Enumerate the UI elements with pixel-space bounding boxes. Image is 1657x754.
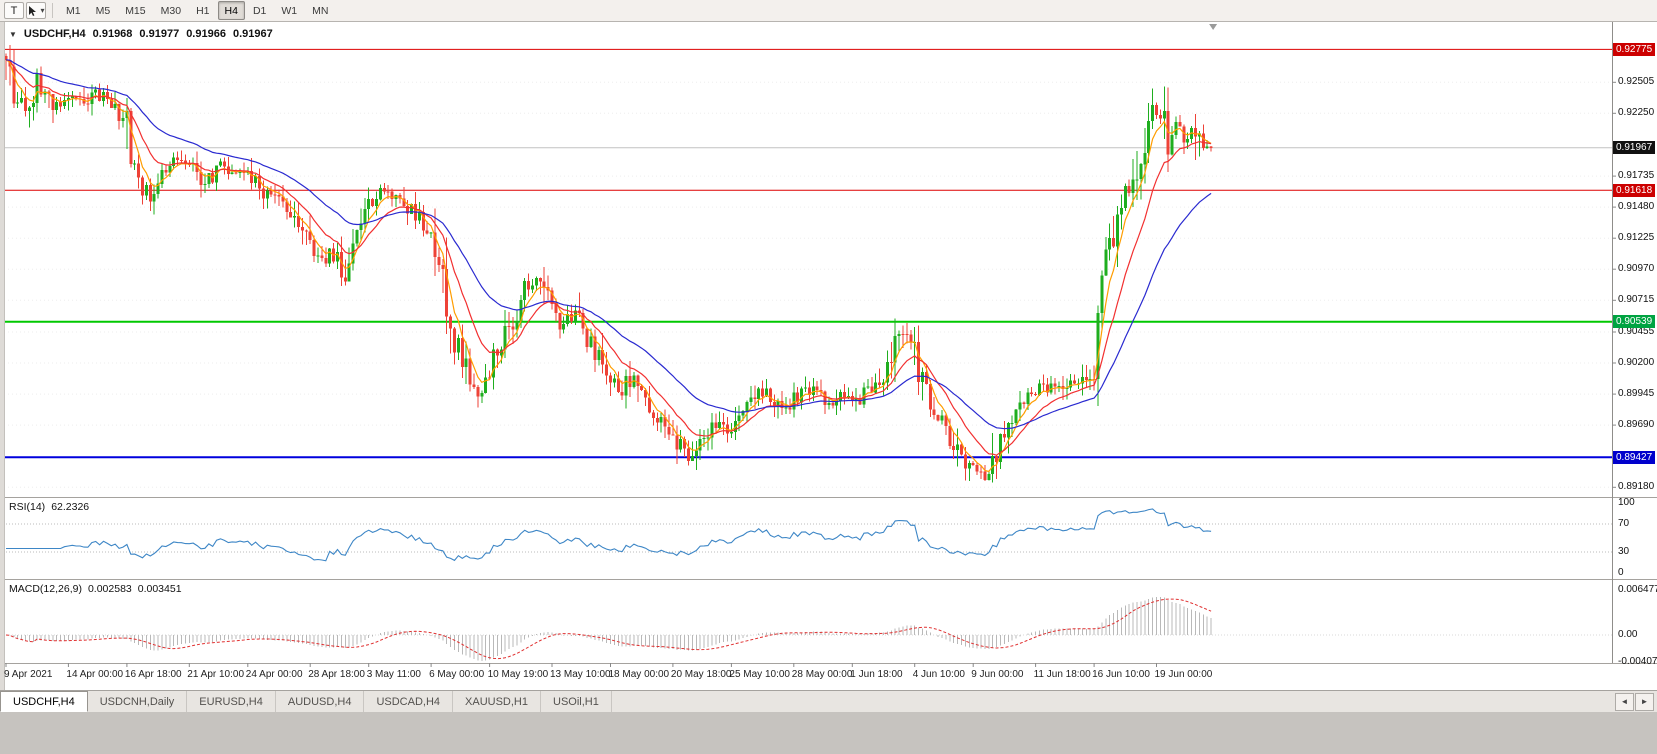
timeframe-button-m1[interactable]: M1 bbox=[66, 4, 81, 17]
rsi-axis-label: 70 bbox=[1618, 518, 1630, 529]
chart-tab-usdcad-h4[interactable]: USDCAD,H4 bbox=[364, 691, 454, 712]
chart-tab-bar: USDCHF,H4 USDCNH,Daily EURUSD,H4 AUDUSD,H4 U… bbox=[0, 690, 1657, 712]
macd-main-value: 0.002583 bbox=[87, 583, 132, 595]
ohlc-close: 0.91967 bbox=[232, 28, 273, 40]
price-axis-label: 0.91225 bbox=[1618, 232, 1655, 244]
cursor-icon bbox=[29, 5, 37, 16]
price-axis-label: 0.91735 bbox=[1618, 170, 1655, 182]
price-tag-0.91967: 0.91967 bbox=[1613, 141, 1655, 155]
chart-collapse-icon[interactable]: ▼ bbox=[9, 29, 17, 39]
chart-tab-usoil-h1[interactable]: USOil,H1 bbox=[541, 691, 612, 712]
chart-title: ▼ USDCHF,H4 0.91968 0.91977 0.91966 0.91… bbox=[9, 28, 273, 40]
candlestick-chart[interactable] bbox=[0, 22, 1657, 690]
time-axis-label: 18 May 00:00 bbox=[608, 669, 670, 680]
time-axis-label: 6 May 00:00 bbox=[429, 669, 485, 680]
text-tool-button[interactable]: T bbox=[4, 2, 24, 19]
time-axis-label: 9 Jun 00:00 bbox=[971, 669, 1024, 680]
tab-scroll-left-button[interactable]: ◄ bbox=[1615, 692, 1634, 711]
rsi-indicator-label: RSI(14) 62.2326 bbox=[9, 501, 89, 513]
tab-scroll-right-button[interactable]: ► bbox=[1635, 692, 1654, 711]
chart-window: ▼ USDCHF,H4 0.91968 0.91977 0.91966 0.91… bbox=[0, 22, 1657, 690]
price-tag-0.91618: 0.91618 bbox=[1613, 183, 1655, 197]
price-axis-label: 0.92505 bbox=[1618, 76, 1655, 88]
time-axis-label: 19 Jun 00:00 bbox=[1154, 669, 1213, 680]
macd-axis-label: 0.00 bbox=[1618, 629, 1638, 640]
price-axis-label: 0.89180 bbox=[1618, 481, 1655, 493]
price-axis-label: 0.89945 bbox=[1618, 388, 1655, 400]
cursor-tool-button[interactable]: ▾ bbox=[26, 2, 46, 19]
macd-name: MACD(12,26,9) bbox=[9, 583, 82, 595]
timeframe-button-d1[interactable]: D1 bbox=[252, 4, 267, 17]
time-axis-label: 4 Jun 10:00 bbox=[912, 669, 965, 680]
price-axis-label: 0.90455 bbox=[1618, 325, 1655, 337]
chart-tab-usdcnh-daily[interactable]: USDCNH,Daily bbox=[88, 691, 188, 712]
chart-tab-audusd-h4[interactable]: AUDUSD,H4 bbox=[276, 691, 365, 712]
time-axis-label: 28 Apr 18:00 bbox=[308, 669, 365, 680]
timeframe-button-m30[interactable]: M30 bbox=[160, 4, 182, 17]
time-axis-label: 16 Jun 10:00 bbox=[1092, 669, 1150, 680]
rsi-axis-label: 100 bbox=[1618, 497, 1635, 508]
toolbar: T ▾ M1 M5 M15 M30 H1 H4 D1 W1 MN bbox=[0, 0, 1657, 22]
rsi-axis-label: 30 bbox=[1618, 546, 1630, 557]
timeframe-button-m5[interactable]: M5 bbox=[95, 4, 111, 17]
toolbar-separator bbox=[52, 3, 53, 18]
chart-tab-eurusd-h4[interactable]: EURUSD,H4 bbox=[187, 691, 276, 712]
time-axis-label: 9 Apr 2021 bbox=[4, 669, 53, 680]
time-axis-label: 1 Jun 18:00 bbox=[850, 669, 903, 680]
price-axis-label: 0.90200 bbox=[1618, 357, 1655, 369]
time-axis-label: 14 Apr 00:00 bbox=[66, 669, 124, 680]
time-axis-label: 16 Apr 18:00 bbox=[124, 669, 182, 680]
price-axis-label: 0.90970 bbox=[1618, 263, 1655, 275]
dropdown-arrow-icon: ▾ bbox=[40, 6, 45, 15]
ohlc-open: 0.91968 bbox=[92, 28, 133, 40]
macd-signal-value: 0.003451 bbox=[137, 583, 182, 595]
timeframe-button-h4[interactable]: H4 bbox=[217, 1, 245, 20]
timeframe-button-h1[interactable]: H1 bbox=[196, 4, 210, 17]
price-tag-0.89427: 0.89427 bbox=[1613, 450, 1655, 464]
price-tag-0.92775: 0.92775 bbox=[1613, 42, 1655, 56]
time-axis-label: 20 May 18:00 bbox=[670, 669, 732, 680]
timeframe-button-mn[interactable]: MN bbox=[312, 4, 329, 17]
time-axis-label: 28 May 00:00 bbox=[791, 669, 853, 680]
time-axis-label: 21 Apr 10:00 bbox=[187, 669, 245, 680]
status-strip bbox=[0, 712, 1657, 754]
window-frame-edge bbox=[0, 22, 5, 690]
ohlc-high: 0.91977 bbox=[139, 28, 180, 40]
time-axis-label: 24 Apr 00:00 bbox=[245, 669, 303, 680]
rsi-value: 62.2326 bbox=[51, 501, 90, 513]
price-axis-label: 0.90715 bbox=[1618, 294, 1655, 306]
macd-axis-label: -0.004073 bbox=[1618, 656, 1657, 667]
time-axis-label: 13 May 10:00 bbox=[550, 669, 611, 680]
timeframe-button-w1[interactable]: W1 bbox=[281, 4, 298, 17]
macd-indicator-label: MACD(12,26,9) 0.002583 0.003451 bbox=[9, 583, 182, 595]
time-axis-label: 10 May 19:00 bbox=[487, 669, 549, 680]
timeframe-button-m15[interactable]: M15 bbox=[125, 4, 146, 17]
price-tag-0.90539: 0.90539 bbox=[1613, 315, 1655, 329]
timeframe-group: M1 M5 M15 M30 H1 H4 D1 W1 MN bbox=[59, 1, 335, 20]
rsi-axis-label: 0 bbox=[1618, 567, 1624, 578]
chart-tab-xauusd-h1[interactable]: XAUUSD,H1 bbox=[453, 691, 541, 712]
chart-symbol-period: USDCHF,H4 bbox=[23, 28, 86, 40]
price-axis-label: 0.91480 bbox=[1618, 201, 1655, 213]
time-axis-label: 3 May 11:00 bbox=[366, 669, 421, 680]
macd-axis-label: 0.006477 bbox=[1618, 583, 1657, 595]
time-axis-label: 25 May 10:00 bbox=[729, 669, 790, 680]
rsi-name: RSI(14) bbox=[9, 501, 46, 513]
time-axis-label: 11 Jun 18:00 bbox=[1033, 669, 1091, 680]
chart-tab-usdchf-h4[interactable]: USDCHF,H4 bbox=[0, 691, 88, 712]
ohlc-low: 0.91966 bbox=[186, 28, 226, 40]
price-axis-label: 0.89690 bbox=[1618, 419, 1655, 431]
price-axis-label: 0.92250 bbox=[1618, 107, 1655, 119]
tab-scroll-buttons: ◄ ► bbox=[1615, 691, 1657, 712]
